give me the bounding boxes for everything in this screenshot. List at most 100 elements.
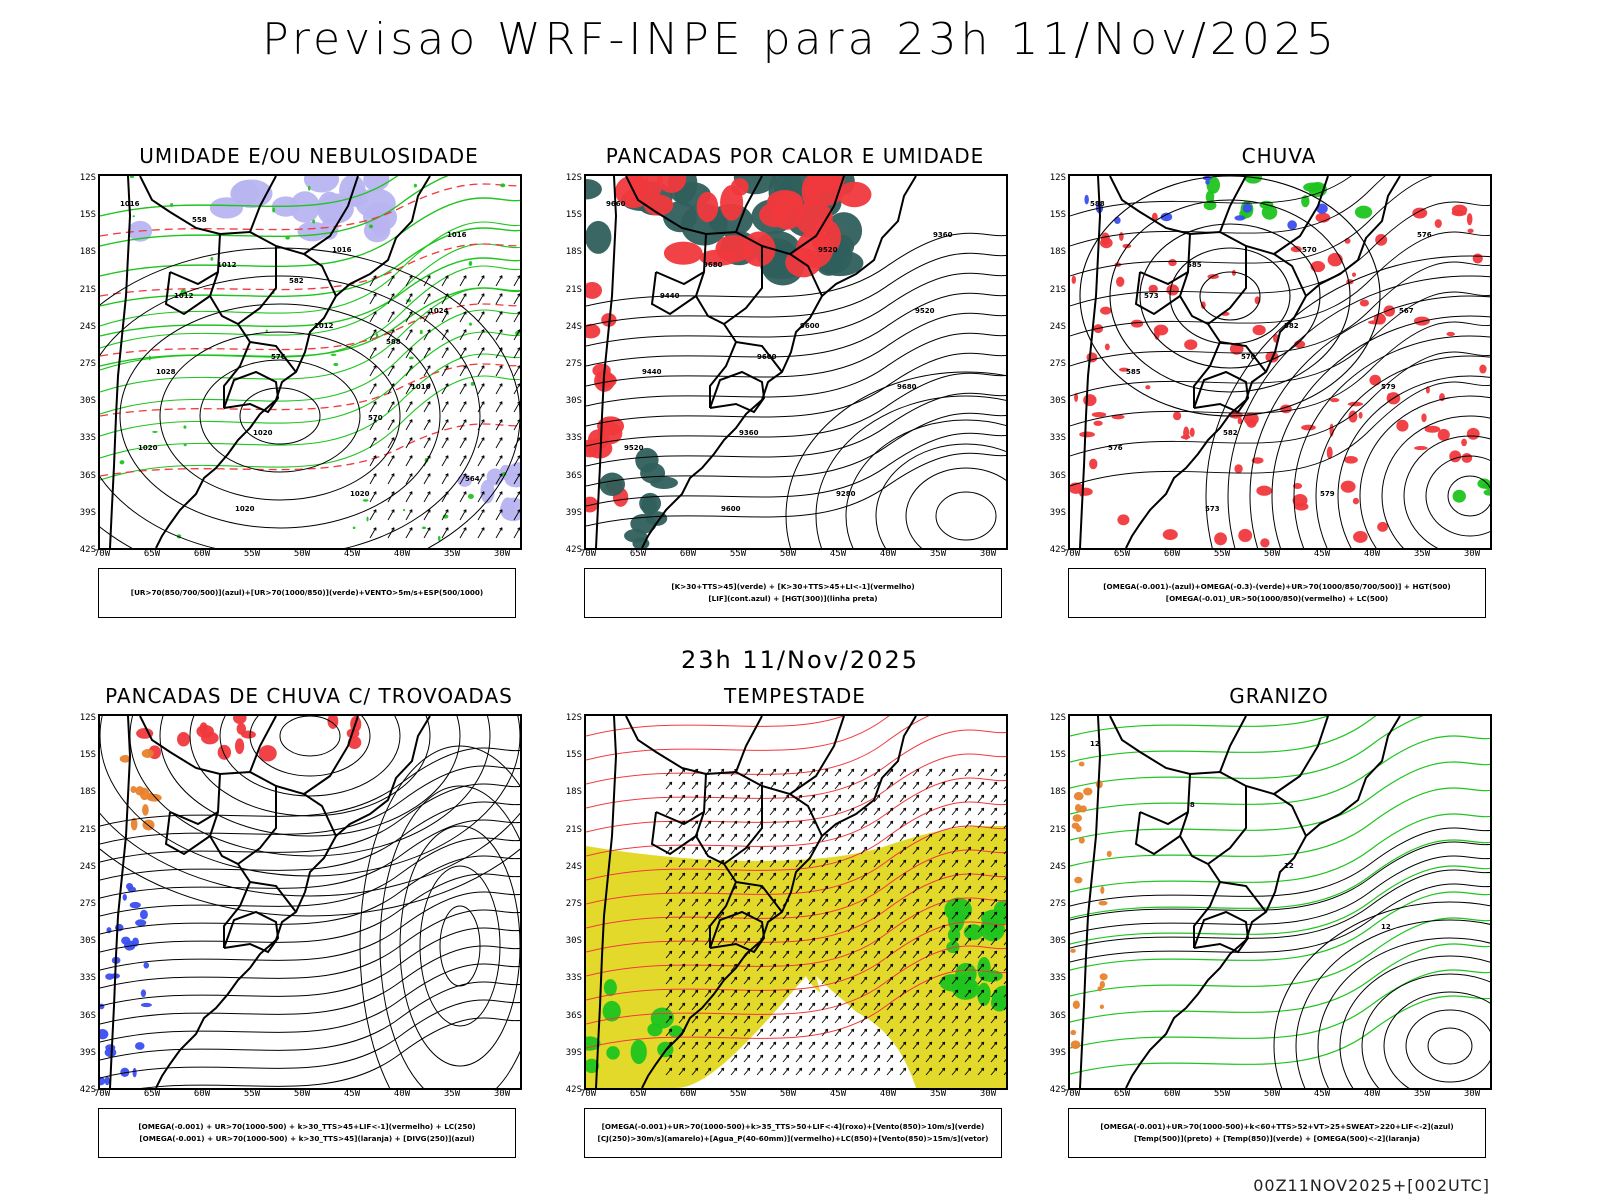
y-tick-label: 39S [565,507,582,518]
contour-label: 12 [1284,862,1294,870]
x-tick-label: 55W [1213,1089,1231,1099]
y-tick-label: 27S [79,899,96,909]
panel-legend: [OMEGA(-0.001)+UR>70(1000-500)+k>35_TTS>… [584,1108,1002,1158]
coastline-borders [109,176,431,548]
y-tick-label: 42S [79,1085,96,1095]
run-timestamp: 00Z11NOV2025+[002UTC] [1253,1176,1490,1195]
contour-label: 9360 [739,429,759,437]
x-tick-label: 40W [393,549,411,559]
x-tick-label: 40W [1363,549,1381,559]
coastline-borders [1079,716,1401,1088]
y-tick-label: 27S [565,899,582,909]
y-tick-label: 21S [1049,824,1066,835]
y-tick-label: 21S [565,824,582,835]
contour-labels: 12 -8 12 12 [1090,740,1391,931]
x-tick-label: 70W [579,549,597,559]
y-tick-label: 39S [79,1047,96,1058]
x-tick-label: 60W [1163,549,1181,559]
y-tick-label: 36S [1049,1010,1066,1021]
x-tick-label: 70W [1063,549,1081,559]
contour-label: 582 [289,277,304,285]
panel-chuva: CHUVA 12S 15S 18S 21S 24S 27S 30S 33S 36S 39S 42S 70… [1044,144,1514,634]
y-tick-label: 15S [79,750,96,761]
y-tick-label: 30S [1049,396,1066,407]
y-tick-label: 18S [565,247,582,258]
contour-label: 1016 [332,246,352,254]
y-tick-label: 12S [565,713,582,723]
legend-line: [LIF](cont.azul) + [HGT(300)](linha pret… [708,594,878,603]
contour-label: 12 [1090,740,1100,748]
contour-label: 573 [1144,292,1159,300]
x-tick-label: 65W [629,1089,647,1099]
x-tick-label: 55W [243,549,261,559]
x-tick-label: 45W [829,549,847,559]
panel-granizo: GRANIZO 12S 15S 18S 21S 24S 27S 30S 33S 36S 39S 42S… [1044,684,1514,1174]
legend-line: [OMEGA(-0.001) + UR>70(1000-500) + k>30_… [138,1122,476,1131]
temp-500-low [1273,901,1490,1088]
x-tick-label: 55W [729,549,747,559]
y-tick-label: 24S [1049,321,1066,332]
contour-label: 558 [192,216,207,224]
contour-label: 9520 [818,246,838,254]
contour-label: 1012 [217,261,237,269]
y-tick-label: 33S [565,973,582,984]
x-tick-label: 50W [293,1089,311,1099]
contour-label: 1016 [411,383,431,391]
contour-labels: 588 585 582 579 576 573 570 567 585 582 579 576 573 5… [1090,200,1432,513]
storm-showers [136,716,362,762]
rain-omega-se [1452,478,1490,503]
y-tick-label: 27S [1049,359,1066,369]
x-tick-label: 70W [93,1089,111,1099]
contour-label: 1012 [174,292,194,300]
x-tick-label: 60W [679,1089,697,1099]
y-tick-label: 15S [1049,750,1066,761]
legend-line: [K>30+TTS>45](verde) + [K>30+TTS>45+LI<-… [671,582,915,591]
divergence-250 [100,883,152,1086]
contour-label: 9600 [757,353,777,361]
x-tick-label: 45W [343,549,361,559]
x-tick-label: 50W [779,1089,797,1099]
panel-title: GRANIZO [1229,684,1329,708]
hgt-500-low [1205,255,1490,548]
contour-label: 576 [271,353,286,361]
y-tick-label: 18S [79,787,96,798]
x-tick-label: 40W [879,1089,897,1099]
page-title: Previsao WRF-INPE para 23h 11/Nov/2025 [262,14,1338,65]
y-tick-label: 33S [565,433,582,444]
y-tick-label: 21S [79,824,96,835]
contour-label: 579 [1320,490,1335,498]
y-tick-label: 36S [565,1010,582,1021]
y-tick-label: 18S [1049,787,1066,798]
instability-west [586,282,629,513]
panel-legend: [OMEGA(-0.001)-(azul)+OMEGA(-0.3)-(verde… [1068,568,1486,618]
y-tick-label: 27S [565,359,582,369]
y-tick-label: 12S [79,173,96,183]
legend-line: [OMEGA(-0.001)+UR>70(1000-500)+k>35_TTS>… [601,1122,985,1131]
y-tick-label: 33S [1049,433,1066,444]
panel-title: CHUVA [1241,144,1317,168]
legend-line: [OMEGA(-0.001) + UR>70(1000-500) + k>30_… [139,1134,475,1143]
map-pancadas-calor: 9660 9680 9600 9680 9520 9600 9520 9520 9440 9360… [584,174,1008,550]
x-tick-label: 45W [1313,1089,1331,1099]
y-tick-label: 33S [79,433,96,444]
x-tick-label: 35W [929,549,947,559]
y-tick-label: 18S [565,787,582,798]
y-tick-label: 21S [79,284,96,295]
map-tempestade [584,714,1008,1090]
y-tick-label: 21S [1049,284,1066,295]
y-tick-label: 30S [565,396,582,407]
legend-line: [UR>70(850/700/500)](azul)+[UR>70(1000/8… [130,588,484,597]
x-tick-label: 70W [93,549,111,559]
y-tick-label: 42S [565,545,582,555]
contour-label: 1012 [314,322,334,330]
y-tick-label: 36S [1049,470,1066,481]
x-tick-label: 35W [443,1089,461,1099]
x-tick-label: 35W [1413,549,1431,559]
contour-label: 588 [386,338,401,346]
coastline-borders [595,176,917,548]
x-tick-label: 30W [1463,549,1481,559]
contour-label: 1016 [447,231,467,239]
contour-label: 9680 [703,261,723,269]
hgt-300-low [785,371,1006,548]
y-tick-label: 33S [1049,973,1066,984]
